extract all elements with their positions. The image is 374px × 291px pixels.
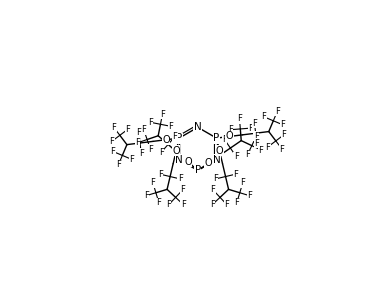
Text: F: F	[110, 147, 115, 156]
Text: F: F	[111, 123, 116, 132]
Text: F: F	[225, 200, 230, 209]
Text: F: F	[265, 143, 270, 152]
Text: F: F	[159, 148, 164, 157]
Text: O: O	[184, 157, 192, 167]
Text: F: F	[228, 125, 233, 134]
Text: O: O	[216, 146, 223, 156]
Text: O: O	[172, 146, 180, 156]
Text: F: F	[168, 122, 173, 131]
Text: F: F	[240, 178, 245, 187]
Text: F: F	[148, 118, 153, 127]
Text: F: F	[139, 149, 144, 158]
Text: F: F	[144, 191, 148, 200]
Text: F: F	[180, 185, 185, 194]
Text: F: F	[158, 170, 163, 179]
Text: F: F	[252, 118, 257, 127]
Text: F: F	[248, 124, 253, 133]
Text: F: F	[245, 150, 250, 159]
Text: P: P	[214, 133, 220, 143]
Text: P: P	[195, 166, 201, 175]
Text: N: N	[213, 155, 220, 165]
Text: F: F	[156, 198, 161, 207]
Text: F: F	[172, 132, 177, 141]
Text: F: F	[150, 178, 155, 187]
Text: F: F	[126, 125, 131, 134]
Text: F: F	[255, 139, 260, 148]
Text: F: F	[129, 155, 134, 164]
Text: O: O	[205, 158, 212, 168]
Text: F: F	[136, 128, 141, 137]
Text: O: O	[226, 132, 233, 141]
Text: F: F	[280, 120, 285, 129]
Text: F: F	[254, 132, 259, 141]
Text: F: F	[148, 145, 153, 154]
Text: F: F	[282, 130, 286, 139]
Text: F: F	[234, 198, 239, 207]
Text: F: F	[181, 200, 186, 209]
Text: N: N	[194, 122, 202, 132]
Text: F: F	[222, 135, 227, 144]
Text: F: F	[166, 200, 171, 209]
Text: F: F	[210, 200, 215, 209]
Text: O: O	[162, 135, 170, 145]
Text: F: F	[160, 110, 165, 119]
Text: N: N	[175, 155, 183, 165]
Text: F: F	[213, 174, 218, 183]
Text: P: P	[176, 133, 182, 143]
Text: F: F	[135, 138, 140, 147]
Text: F: F	[234, 152, 239, 161]
Text: F: F	[211, 185, 215, 194]
Text: F: F	[280, 145, 285, 154]
Text: F: F	[141, 125, 146, 134]
Text: F: F	[178, 174, 183, 183]
Text: F: F	[109, 137, 114, 146]
Text: F: F	[258, 146, 263, 155]
Text: F: F	[275, 107, 280, 116]
Text: F: F	[237, 114, 242, 123]
Text: F: F	[233, 170, 238, 179]
Text: F: F	[261, 112, 266, 121]
Text: F: F	[116, 160, 121, 169]
Text: F: F	[247, 191, 252, 200]
